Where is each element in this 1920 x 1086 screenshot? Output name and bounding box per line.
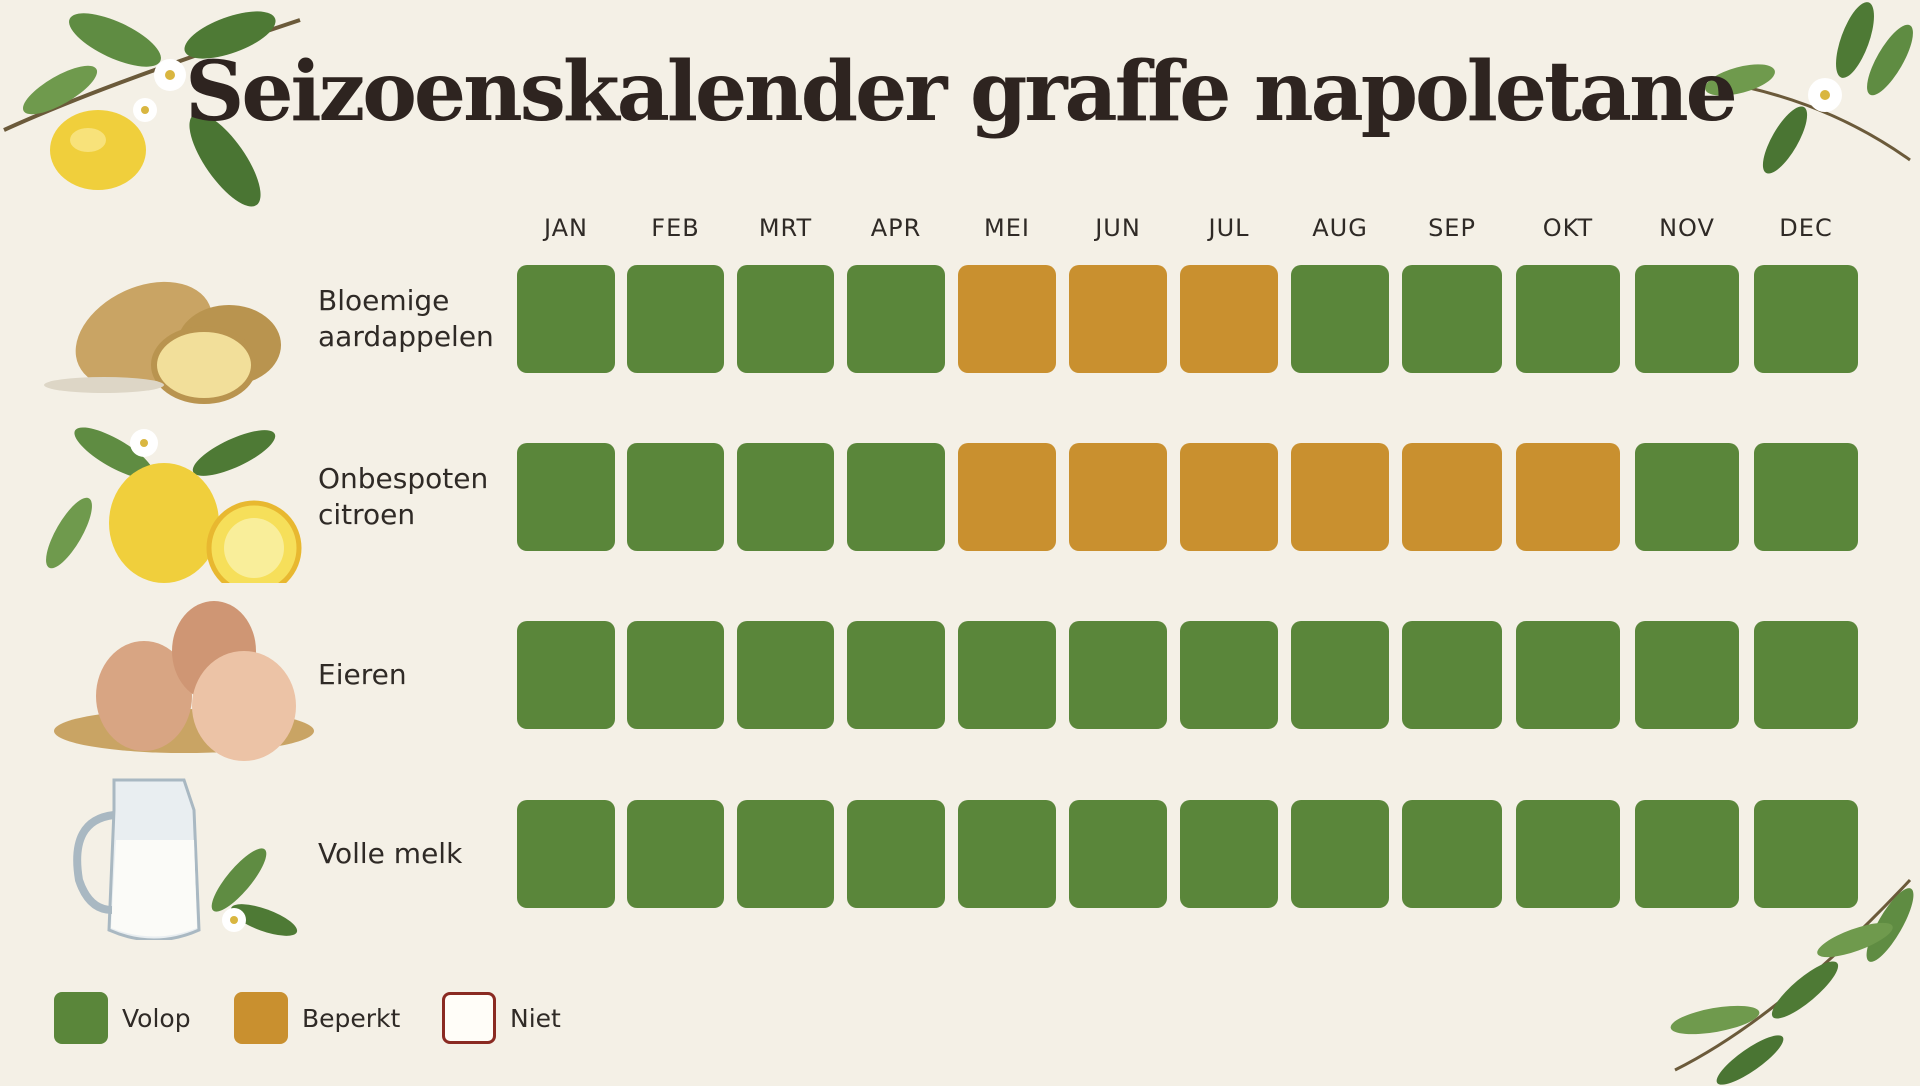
month-label-mrt: MRT (758, 214, 813, 242)
availability-cell-jul (1180, 443, 1278, 551)
availability-cell-nov (1635, 621, 1739, 729)
availability-cell-mrt (737, 265, 834, 373)
availability-cell-jun (1069, 265, 1167, 373)
month-label-mei: MEI (984, 214, 1030, 242)
availability-cell-dec (1754, 443, 1858, 551)
ingredient-row: Onbespoten citroen (0, 427, 1920, 583)
availability-cell-jan (517, 621, 615, 729)
availability-cell-jul (1180, 621, 1278, 729)
availability-cell-dec (1754, 621, 1858, 729)
availability-cell-okt (1516, 800, 1620, 908)
availability-cell-jul (1180, 265, 1278, 373)
availability-cell-jan (517, 443, 615, 551)
availability-cell-feb (627, 443, 724, 551)
month-header: JAN FEB MRT APR MEI JUN JUL AUG SEP OKT NOV DEC (0, 214, 1920, 244)
ingredient-label: Eieren (318, 658, 407, 691)
lemon-icon (46, 427, 302, 583)
availability-cell-nov (1635, 265, 1739, 373)
availability-cell-mei (958, 443, 1056, 551)
availability-cell-feb (627, 621, 724, 729)
month-label-apr: APR (870, 214, 922, 242)
availability-cell-apr (847, 800, 945, 908)
month-label-jul: JUL (1208, 214, 1250, 242)
availability-cell-feb (627, 265, 724, 373)
olive-branch-bottom-right-icon (1670, 878, 1914, 1085)
availability-cell-aug (1291, 621, 1389, 729)
legend-label-beperkt: Beperkt (302, 1004, 401, 1033)
availability-cell-mei (958, 800, 1056, 908)
availability-cell-mrt (737, 443, 834, 551)
month-label-feb: FEB (651, 214, 700, 242)
month-label-nov: NOV (1659, 214, 1715, 242)
ingredient-row: Eieren (0, 601, 1920, 761)
availability-cell-nov (1635, 443, 1739, 551)
legend-label-volop: Volop (122, 1004, 191, 1033)
availability-cell-apr (847, 443, 945, 551)
legend-swatch-beperkt (234, 992, 288, 1044)
legend-label-niet: Niet (510, 1004, 561, 1033)
month-label-sep: SEP (1428, 214, 1476, 242)
availability-cell-mei (958, 265, 1056, 373)
eggs-icon (54, 601, 314, 761)
ingredient-label: Volle melk (318, 837, 463, 870)
availability-cell-aug (1291, 443, 1389, 551)
potato-icon (44, 281, 281, 404)
availability-cell-sep (1402, 621, 1502, 729)
month-label-dec: DEC (1779, 214, 1833, 242)
milk-jug-icon (73, 778, 298, 940)
availability-cell-feb (627, 800, 724, 908)
availability-cell-jan (517, 265, 615, 373)
ingredient-row: Volle melk (0, 778, 1920, 940)
month-label-jan: JAN (543, 214, 589, 242)
availability-cell-aug (1291, 800, 1389, 908)
availability-cell-mrt (737, 621, 834, 729)
availability-cell-dec (1754, 265, 1858, 373)
legend-swatch-niet (442, 992, 496, 1044)
legend: Volop Beperkt Niet (54, 992, 654, 1046)
ingredient-label: Bloemige aardappelen (318, 284, 494, 353)
ingredient-row: Bloemige aardappelen (0, 265, 1920, 404)
availability-cell-apr (847, 265, 945, 373)
availability-cell-apr (847, 621, 945, 729)
availability-cell-mrt (737, 800, 834, 908)
lemon-branch-top-right-icon (1705, 2, 1913, 174)
ingredient-label: Onbespoten citroen (318, 462, 489, 531)
legend-swatch-volop (54, 992, 108, 1044)
month-label-okt: OKT (1542, 214, 1594, 242)
availability-cell-okt (1516, 265, 1620, 373)
page-title: Seizoenskalender graffe napoletane (185, 44, 1738, 140)
availability-cell-jun (1069, 621, 1167, 729)
month-label-aug: AUG (1312, 214, 1368, 242)
availability-cell-sep (1402, 800, 1502, 908)
availability-cell-nov (1635, 800, 1739, 908)
availability-cell-aug (1291, 265, 1389, 373)
availability-cell-jun (1069, 443, 1167, 551)
availability-cell-jan (517, 800, 615, 908)
month-label-jun: JUN (1095, 214, 1141, 242)
availability-cell-mei (958, 621, 1056, 729)
availability-cell-okt (1516, 621, 1620, 729)
availability-cell-dec (1754, 800, 1858, 908)
availability-cell-jun (1069, 800, 1167, 908)
availability-cell-sep (1402, 265, 1502, 373)
availability-cell-jul (1180, 800, 1278, 908)
availability-cell-sep (1402, 443, 1502, 551)
lemon-branch-top-left-icon (3, 11, 301, 207)
availability-cell-okt (1516, 443, 1620, 551)
